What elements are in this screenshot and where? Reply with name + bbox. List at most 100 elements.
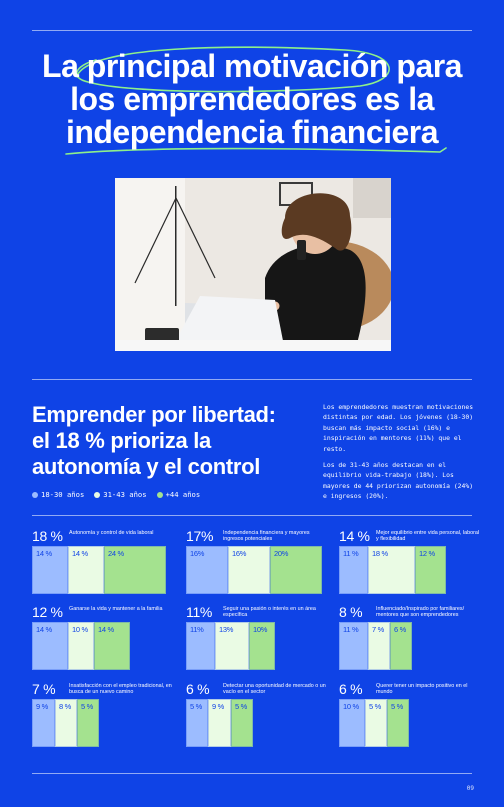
bar-value-label: 24 % [108,549,124,558]
section-title: Emprender por libertad: el 18 % prioriza… [32,402,304,480]
card-label: Independencia financiera y mayores ingre… [223,530,310,542]
card-label: Querer tener un impacto positivo en el m… [376,683,468,695]
section-title-line: autonomía y el control [32,454,261,479]
bar-44-plus: 5 % [387,699,409,747]
bar-value-label: 5 % [369,702,382,711]
card-total-value: 17% [186,528,214,544]
bar-18-30: 5 % [186,699,208,747]
card-bars: 5 % 9 % 5 % [186,699,253,747]
bar-18-30: 10 % [339,699,365,747]
legend-swatch [32,491,38,498]
card-total-value: 8 % [339,604,363,620]
bar-value-label: 12 % [419,549,435,558]
card-label: Autonomía y control de vida laboral [69,530,154,536]
bar-value-label: 10% [253,625,268,634]
bar-value-label: 20% [274,549,289,558]
card-bars: 16% 16% 20% [186,546,322,594]
card-total-value: 6 % [186,681,210,697]
bar-value-label: 14 % [98,625,114,634]
bar-31-43: 18 % [368,546,415,594]
hero-photo [115,178,391,351]
section-divider [32,379,472,380]
card-total-value: 7 % [32,681,56,697]
motivation-card: 12 % Ganarse la vida y mantener a la fami… [32,604,172,674]
legend-swatch [94,491,101,498]
bar-31-43: 5 % [365,699,387,747]
bar-44-plus: 6 % [390,622,412,670]
card-total-value: 18 % [32,528,63,544]
bar-18-30: 11% [186,622,215,670]
card-label: Influenciado/Inspirado por familiares/ m… [376,606,465,618]
legend-label: 18-30 años [41,490,85,499]
bar-44-plus: 14 % [94,622,130,670]
card-bars: 11 % 7 % 6 % [339,622,412,670]
card-bars: 11% 13% 10% [186,622,275,670]
bar-18-30: 16% [186,546,228,594]
woman-on-phone-illustration [115,178,391,351]
bar-18-30: 14 % [32,546,68,594]
bar-value-label: 10 % [343,702,359,711]
bar-31-43: 10 % [68,622,94,670]
bar-31-43: 16% [228,546,270,594]
bar-44-plus: 20% [270,546,322,594]
card-bars: 14 % 10 % 14 % [32,622,130,670]
card-total-value: 11% [186,604,213,620]
bar-31-43: 14 % [68,546,104,594]
bar-value-label: 9 % [36,702,49,711]
card-label: Mejor equilibrio entre vida personal, la… [376,530,480,542]
motivation-card: 7 % Insatisfacción con el empleo tradicio… [32,681,172,751]
bar-value-label: 5 % [81,702,94,711]
motivation-card: 18 % Autonomía y control de vida laboral 1… [32,528,172,598]
bar-value-label: 10 % [72,625,88,634]
legend-item: 18-30 años [32,490,84,499]
section-description: Los emprendedores muestran motivaciones … [323,402,475,502]
bar-18-30: 11 % [339,546,368,594]
card-label: Detectar una oportunidad de mercado o un… [223,683,326,695]
bar-value-label: 14 % [36,625,52,634]
hero-title: La principal motivación para los emprend… [0,50,504,149]
motivation-card: 11% Seguir una pasión o interés en un áre… [186,604,326,674]
bar-44-plus: 5 % [77,699,99,747]
description-paragraph: Los de 31-43 años destacan en el equilib… [323,461,474,501]
legend-swatch [156,491,163,498]
bar-value-label: 16% [190,549,205,558]
chart-divider [32,515,472,516]
motivation-card: 8 % Influenciado/Inspirado por familiares… [339,604,479,674]
bar-18-30: 11 % [339,622,368,670]
bar-31-43: 9 % [208,699,231,747]
bar-18-30: 9 % [32,699,55,747]
card-bars: 14 % 14 % 24 % [32,546,166,594]
bar-value-label: 14 % [36,549,52,558]
bar-value-label: 16% [232,549,247,558]
hero-title-line: independencia financiera [65,114,439,150]
motivation-card: 6 % Detectar una oportunidad de mercado o… [186,681,326,751]
card-label: Ganarse la vida y mantener a la familia [69,606,163,612]
bar-value-label: 11 % [343,625,359,634]
card-bars: 11 % 18 % 12 % [339,546,446,594]
bar-44-plus: 12 % [415,546,446,594]
description-paragraph: Los emprendedores muestran motivaciones … [323,403,474,453]
bar-value-label: 18 % [372,549,388,558]
hero-title-line: los emprendedores es la [70,81,434,117]
bar-value-label: 13% [219,625,234,634]
bar-18-30: 14 % [32,622,68,670]
bar-value-label: 5 % [391,702,404,711]
bar-value-label: 5 % [235,702,248,711]
card-bars: 10 % 5 % 5 % [339,699,409,747]
bar-31-43: 7 % [368,622,390,670]
top-divider [32,30,472,31]
bottom-divider [32,773,472,774]
bar-value-label: 8 % [59,702,72,711]
legend-label: 31-43 años [103,490,147,499]
bar-44-plus: 5 % [231,699,253,747]
bar-value-label: 6 % [394,625,407,634]
legend-item: 31-43 años [94,490,147,499]
chart-legend: 18-30 años 31-43 años +44 años [32,490,200,499]
card-total-value: 6 % [339,681,363,697]
bar-31-43: 8 % [55,699,77,747]
bar-31-43: 13% [215,622,249,670]
bar-value-label: 14 % [72,549,88,558]
motivation-card: 6 % Querer tener un impacto positivo en e… [339,681,479,751]
card-bars: 9 % 8 % 5 % [32,699,99,747]
motivation-card: 17% Independencia financiera y mayores in… [186,528,326,598]
